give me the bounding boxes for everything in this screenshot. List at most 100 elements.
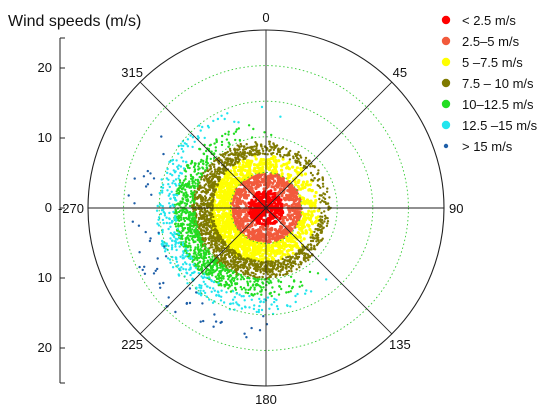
data-point [175, 203, 178, 206]
data-point [184, 240, 187, 243]
data-point [311, 239, 315, 243]
data-point [262, 286, 265, 289]
data-point [184, 247, 188, 250]
data-point [171, 266, 175, 269]
data-point [171, 174, 174, 177]
data-point [294, 154, 298, 158]
data-point [266, 270, 270, 273]
data-point [293, 194, 297, 198]
data-point [242, 277, 246, 281]
data-point [194, 227, 198, 230]
data-point [183, 202, 187, 205]
data-point [307, 224, 311, 228]
data-point [170, 190, 173, 193]
data-point [286, 172, 290, 177]
data-point [220, 178, 225, 182]
data-point [202, 216, 205, 220]
data-point [231, 252, 234, 256]
data-point [294, 253, 298, 256]
data-point [268, 221, 272, 225]
data-point [190, 192, 193, 195]
data-point [222, 301, 226, 304]
data-point [277, 293, 281, 296]
data-point [230, 161, 233, 164]
data-point [273, 297, 276, 301]
data-point [326, 220, 330, 223]
data-point [239, 285, 242, 289]
data-point [298, 161, 302, 165]
data-point [196, 220, 200, 223]
data-point [319, 186, 322, 189]
data-point [211, 246, 214, 249]
data-point [242, 187, 246, 191]
data-point [229, 234, 233, 238]
data-point [181, 237, 184, 241]
data-point [276, 148, 280, 152]
data-point [211, 203, 214, 207]
data-point [265, 252, 269, 256]
data-point [294, 300, 297, 304]
data-point [245, 243, 249, 247]
data-point [267, 282, 271, 285]
data-point [246, 159, 250, 163]
data-point [207, 276, 211, 279]
data-point [273, 290, 276, 294]
data-point [193, 185, 197, 188]
data-point [252, 307, 256, 311]
data-point [223, 156, 226, 159]
data-point [290, 261, 293, 265]
data-point [212, 119, 215, 123]
data-point [217, 190, 221, 194]
data-point [169, 261, 172, 264]
data-point [242, 265, 246, 269]
data-point [181, 243, 185, 247]
data-point [302, 214, 306, 218]
data-point [236, 257, 240, 260]
data-point [221, 218, 225, 222]
data-point [170, 248, 174, 251]
data-point [266, 296, 270, 299]
legend-label: 5 –7.5 m/s [462, 55, 523, 70]
data-point [294, 152, 297, 156]
data-point [191, 212, 195, 215]
data-point [206, 173, 209, 177]
data-point [249, 258, 252, 262]
data-point [255, 192, 259, 196]
data-point [203, 136, 206, 140]
data-point [285, 270, 289, 273]
data-point [210, 219, 213, 222]
data-point [313, 177, 316, 180]
data-point [207, 232, 210, 235]
data-point [280, 234, 284, 238]
data-point [279, 225, 283, 229]
data-point [183, 208, 186, 211]
data-point [224, 205, 228, 209]
data-point [316, 179, 320, 182]
data-point [180, 218, 183, 221]
data-point [281, 157, 285, 161]
data-point [299, 263, 303, 266]
data-point [271, 260, 274, 264]
legend-label: < 2.5 m/s [462, 13, 516, 28]
data-point [199, 229, 203, 232]
data-point [287, 208, 291, 212]
data-point [184, 237, 187, 240]
data-point [252, 127, 255, 131]
data-point [215, 294, 218, 297]
data-point [309, 171, 313, 175]
data-point [168, 258, 172, 261]
data-point [257, 308, 261, 312]
data-point [174, 310, 177, 314]
data-point [173, 217, 176, 221]
data-point [224, 132, 227, 136]
data-point [244, 204, 248, 208]
data-point [214, 149, 217, 152]
data-point [219, 259, 223, 262]
data-point [181, 226, 184, 230]
data-point [282, 273, 285, 277]
data-point [202, 159, 205, 163]
data-point [220, 277, 223, 280]
data-point [246, 272, 249, 276]
data-point [243, 245, 247, 249]
data-point [243, 181, 247, 185]
